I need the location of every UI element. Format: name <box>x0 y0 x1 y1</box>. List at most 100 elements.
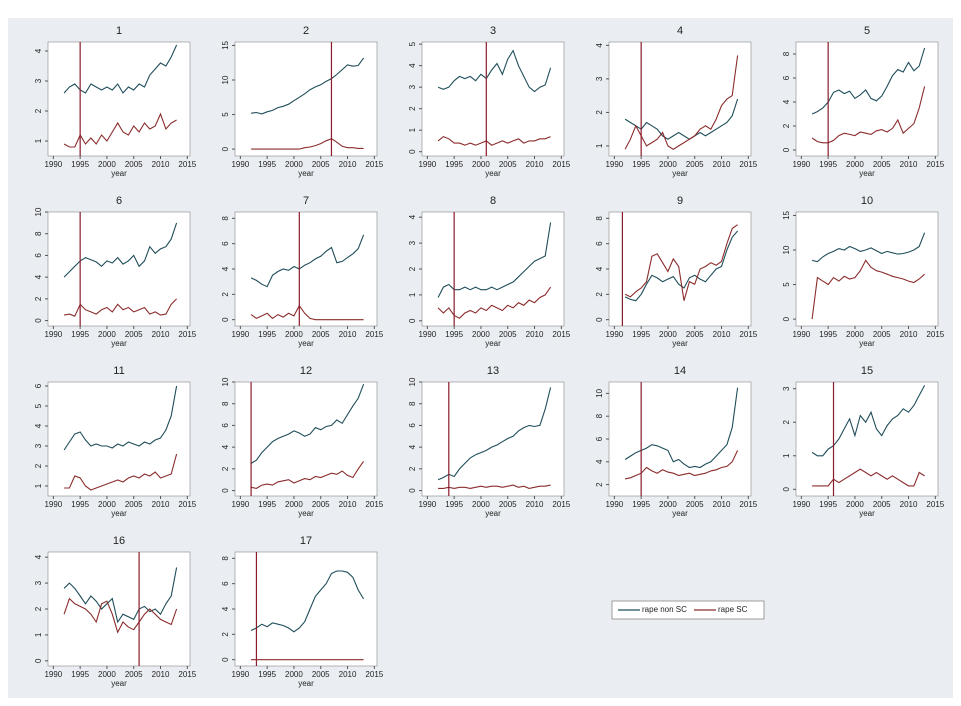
x-tick-label: 2010 <box>526 160 544 169</box>
y-tick-label: 2 <box>34 296 43 301</box>
plot-area <box>795 211 939 327</box>
y-tick-label: 1 <box>782 453 791 458</box>
x-tick-label: 2000 <box>846 500 864 509</box>
x-tick-label: 1995 <box>445 330 463 339</box>
x-tick-label: 2010 <box>713 330 731 339</box>
y-tick-label: 6 <box>408 423 417 428</box>
x-tick-label: 1995 <box>71 160 89 169</box>
y-tick-label: 8 <box>221 216 230 221</box>
y-tick-label: 2 <box>221 466 230 471</box>
x-tick-label: 1990 <box>418 500 436 509</box>
x-tick-label: 2015 <box>178 160 196 169</box>
y-tick-label: 1 <box>34 632 43 637</box>
series-line <box>251 57 365 115</box>
y-tick-label: 4 <box>34 274 43 279</box>
panel-title: 10 <box>861 195 873 207</box>
y-tick-label: 5 <box>782 282 791 287</box>
x-tick-label: 2015 <box>365 330 383 339</box>
legend-label: rape non SC <box>642 605 687 614</box>
x-axis-label: year <box>298 509 314 518</box>
plot-area <box>234 41 378 157</box>
panel-title: 5 <box>864 25 870 37</box>
x-tick-label: 2010 <box>339 500 357 509</box>
x-tick-label: 2015 <box>365 670 383 679</box>
panel: 17 1990 1995 2000 2005 2010 2015 year 0 2 4 6 8 <box>221 535 384 688</box>
x-tick-label: 1990 <box>418 160 436 169</box>
y-tick-label: 1 <box>34 138 43 143</box>
x-tick-label: 2000 <box>472 160 490 169</box>
plot-area <box>795 41 939 157</box>
panel-title: 2 <box>303 25 309 37</box>
series-line <box>437 387 552 481</box>
series-line <box>250 234 365 288</box>
y-tick-label: 2 <box>782 123 791 128</box>
y-tick-label: 8 <box>595 216 604 221</box>
x-axis-label: year <box>859 509 875 518</box>
y-tick-label: 10 <box>782 245 791 254</box>
plot-area <box>608 211 752 327</box>
y-tick-label: 0 <box>782 147 791 152</box>
x-tick-label: 2005 <box>312 500 330 509</box>
series-line <box>63 597 178 634</box>
x-tick-label: 2010 <box>152 330 170 339</box>
x-tick-label: 2005 <box>125 160 143 169</box>
y-tick-label: 4 <box>595 43 604 48</box>
panel: 14 1990 1995 2000 2005 2010 2015 year 2 4 6 8 10 <box>595 365 758 518</box>
panel-title: 1 <box>116 25 122 37</box>
x-tick-label: 1995 <box>71 670 89 679</box>
x-tick-label: 2000 <box>98 330 116 339</box>
plot-area <box>234 211 378 327</box>
x-tick-label: 1995 <box>258 160 276 169</box>
y-tick-label: 2 <box>595 482 604 487</box>
y-tick-label: 6 <box>595 436 604 441</box>
y-tick-label: 2 <box>34 108 43 113</box>
x-tick-label: 2015 <box>926 330 944 339</box>
x-tick-label: 2015 <box>365 160 383 169</box>
y-tick-label: 1 <box>34 483 43 488</box>
y-tick-label: 4 <box>34 48 43 53</box>
legend-box <box>611 600 765 620</box>
y-tick-label: 3 <box>34 443 43 448</box>
x-axis-label: year <box>859 339 875 348</box>
y-tick-label: 4 <box>408 63 417 68</box>
series-line <box>250 460 365 489</box>
series-line <box>811 259 925 320</box>
x-tick-label: 2000 <box>98 160 116 169</box>
series-line <box>63 112 177 148</box>
x-axis-label: year <box>485 509 501 518</box>
x-tick-label: 1995 <box>632 330 650 339</box>
x-tick-label: 1990 <box>605 160 623 169</box>
y-tick-label: 0 <box>408 318 417 323</box>
panel-title: 12 <box>300 365 312 377</box>
y-tick-label: 0 <box>34 318 43 323</box>
y-tick-label: 2 <box>34 463 43 468</box>
legend-label: rape SC <box>718 605 748 614</box>
x-tick-label: 2000 <box>659 500 677 509</box>
x-tick-label: 2010 <box>526 330 544 339</box>
y-tick-label: 1 <box>408 292 417 297</box>
y-tick-label: 0 <box>221 657 230 662</box>
x-tick-label: 2010 <box>713 160 731 169</box>
y-tick-label: 4 <box>408 214 417 219</box>
x-tick-label: 1990 <box>231 160 249 169</box>
plot-area <box>421 211 565 327</box>
y-tick-label: 6 <box>595 241 604 246</box>
x-tick-label: 2000 <box>98 670 116 679</box>
panel: 5 1990 1995 2000 2005 2010 2015 year 0 2 4 6 8 <box>782 25 945 178</box>
series-line <box>438 484 551 489</box>
x-axis-label: year <box>485 169 501 178</box>
x-tick-label: 1990 <box>44 500 62 509</box>
y-tick-label: 2 <box>408 466 417 471</box>
x-tick-label: 1995 <box>819 330 837 339</box>
panel-title: 16 <box>113 535 125 547</box>
x-tick-label: 2000 <box>285 330 303 339</box>
series-line <box>811 86 926 144</box>
x-tick-label: 2000 <box>659 330 677 339</box>
plot-area <box>47 381 191 497</box>
panel-title: 17 <box>300 535 312 547</box>
x-tick-label: 2005 <box>686 500 704 509</box>
x-tick-label: 2005 <box>499 500 517 509</box>
x-tick-label: 1995 <box>258 330 276 339</box>
y-tick-label: 0 <box>595 317 604 322</box>
x-tick-label: 1995 <box>258 670 276 679</box>
